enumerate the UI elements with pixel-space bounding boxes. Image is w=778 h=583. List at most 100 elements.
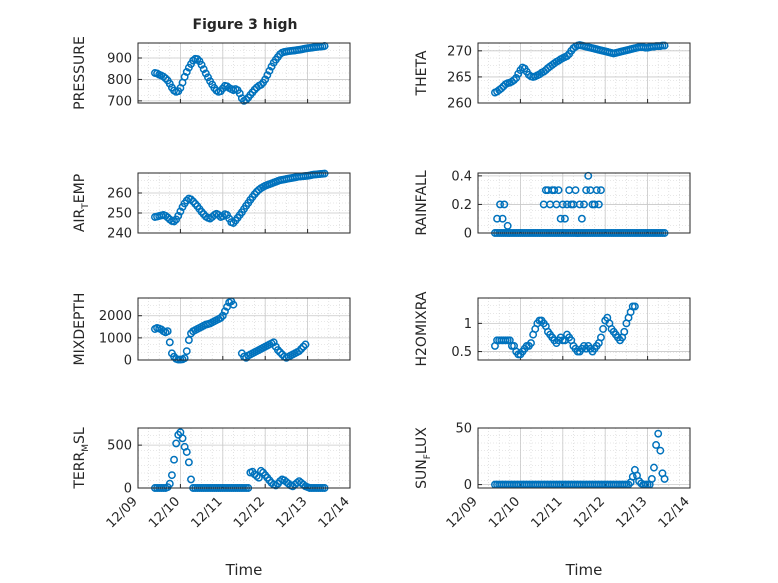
data-point xyxy=(165,338,174,347)
data-point xyxy=(295,347,304,356)
y-axis-label: H2OMIXRA xyxy=(414,291,430,366)
axes-frame xyxy=(137,42,351,104)
y-tick-label: 800 xyxy=(107,73,132,88)
data-point xyxy=(199,65,208,74)
data-point xyxy=(174,211,183,220)
data-point xyxy=(582,186,591,195)
x-tick-label: 12/11 xyxy=(189,494,226,531)
data-point xyxy=(265,66,274,75)
data-point xyxy=(597,186,605,195)
data-point xyxy=(216,313,225,322)
x-tick-label: 12/12 xyxy=(571,494,608,531)
panel-rainfall: 0 0.2 0.4 RAINFALL xyxy=(414,169,691,242)
data-point xyxy=(527,339,535,348)
data-point xyxy=(563,52,571,60)
data-point xyxy=(590,200,599,209)
y-tick-label: 2000 xyxy=(99,309,132,324)
axes-frame xyxy=(477,42,691,104)
data-point xyxy=(161,74,170,83)
y-axis-label: MIXDEPTH xyxy=(72,293,88,366)
y-tick-label: 700 xyxy=(107,94,132,109)
data-point xyxy=(599,325,608,333)
data-point xyxy=(187,475,195,484)
y-tick-label: 260 xyxy=(447,97,472,112)
data-point xyxy=(594,200,603,209)
data-point xyxy=(496,200,504,209)
y-axis-label: AIRTEMP xyxy=(72,174,91,232)
data-point xyxy=(261,75,270,84)
data-point xyxy=(197,60,206,69)
data-point xyxy=(560,214,569,223)
data-point xyxy=(201,69,210,78)
panel-mixdepth: 0 1000 2000 MIXDEPTH xyxy=(72,293,351,369)
y-tick-label: 1000 xyxy=(99,331,132,346)
y-tick-label: 0 xyxy=(124,482,132,497)
y-tick-label: 500 xyxy=(107,439,132,454)
data-point xyxy=(510,76,518,84)
data-point xyxy=(620,327,629,336)
figure-title: Figure 3 high xyxy=(193,17,298,33)
y-axis-label: RAINFALL xyxy=(414,170,430,235)
data-point xyxy=(163,327,172,336)
data-point xyxy=(167,471,176,480)
data-point xyxy=(170,455,178,464)
data-point xyxy=(650,463,658,472)
axes-frame xyxy=(137,297,351,361)
panel-h2omixra: 0.5 1 H2OMIXRA xyxy=(414,291,691,367)
x-tick-label: 12/10 xyxy=(486,494,523,531)
x-tick-label: 12/09 xyxy=(104,494,141,531)
data-point xyxy=(180,354,189,363)
y-tick-label: 0.5 xyxy=(451,345,472,360)
axes-frame xyxy=(137,427,351,489)
x-tick-label: 12/14 xyxy=(316,494,353,531)
data-point xyxy=(630,302,639,311)
y-tick-label: 0 xyxy=(464,478,472,493)
data-point xyxy=(182,448,191,456)
data-point xyxy=(165,479,174,488)
y-tick-label: 0 xyxy=(124,354,132,369)
data-point xyxy=(656,446,665,455)
y-tick-label: 50 xyxy=(455,422,472,437)
x-axis-label: Time xyxy=(565,561,603,579)
panel-terr-msl: 0 500 12/09 12/10 12/11 12/12 12/13 12/14 TERRMS… xyxy=(72,427,353,579)
data-point xyxy=(558,200,567,209)
y-tick-label: 0.4 xyxy=(451,169,472,184)
x-tick-label: 12/09 xyxy=(444,494,481,531)
x-tick-label: 12/10 xyxy=(146,494,183,531)
data-point xyxy=(500,200,509,209)
data-point xyxy=(165,79,174,88)
data-point xyxy=(597,333,605,342)
data-point xyxy=(193,55,202,64)
data-point xyxy=(297,344,306,353)
data-point xyxy=(592,186,601,195)
data-point xyxy=(204,73,212,82)
y-tick-label: 1 xyxy=(464,317,472,332)
panel-theta: 260 265 270 THETA xyxy=(414,41,691,112)
data-point xyxy=(503,221,512,230)
axes-frame xyxy=(137,172,351,234)
data-point xyxy=(628,472,637,481)
data-point xyxy=(498,214,507,223)
data-point xyxy=(269,338,278,347)
panel-pressure: 700 800 900 PRESSURE xyxy=(72,36,351,110)
x-tick-label: 12/14 xyxy=(656,494,693,531)
x-tick-label: 12/13 xyxy=(273,494,310,531)
data-point xyxy=(660,41,669,50)
data-point xyxy=(301,340,310,349)
data-point xyxy=(267,62,276,71)
panel-air-temp: 240 250 260 AIRTEMP xyxy=(72,169,351,242)
data-point xyxy=(218,212,227,221)
axes-frame xyxy=(477,297,691,361)
data-point xyxy=(580,200,588,209)
data-point xyxy=(556,214,565,223)
data-point xyxy=(178,434,187,443)
y-tick-label: 265 xyxy=(447,70,472,85)
y-tick-label: 0 xyxy=(464,227,472,242)
y-axis-label: THETA xyxy=(414,50,430,96)
data-point xyxy=(571,186,580,195)
data-point xyxy=(497,84,506,93)
y-tick-label: 270 xyxy=(447,44,472,59)
y-tick-label: 250 xyxy=(107,207,132,222)
y-axis-label: TERRMSL xyxy=(72,427,91,490)
